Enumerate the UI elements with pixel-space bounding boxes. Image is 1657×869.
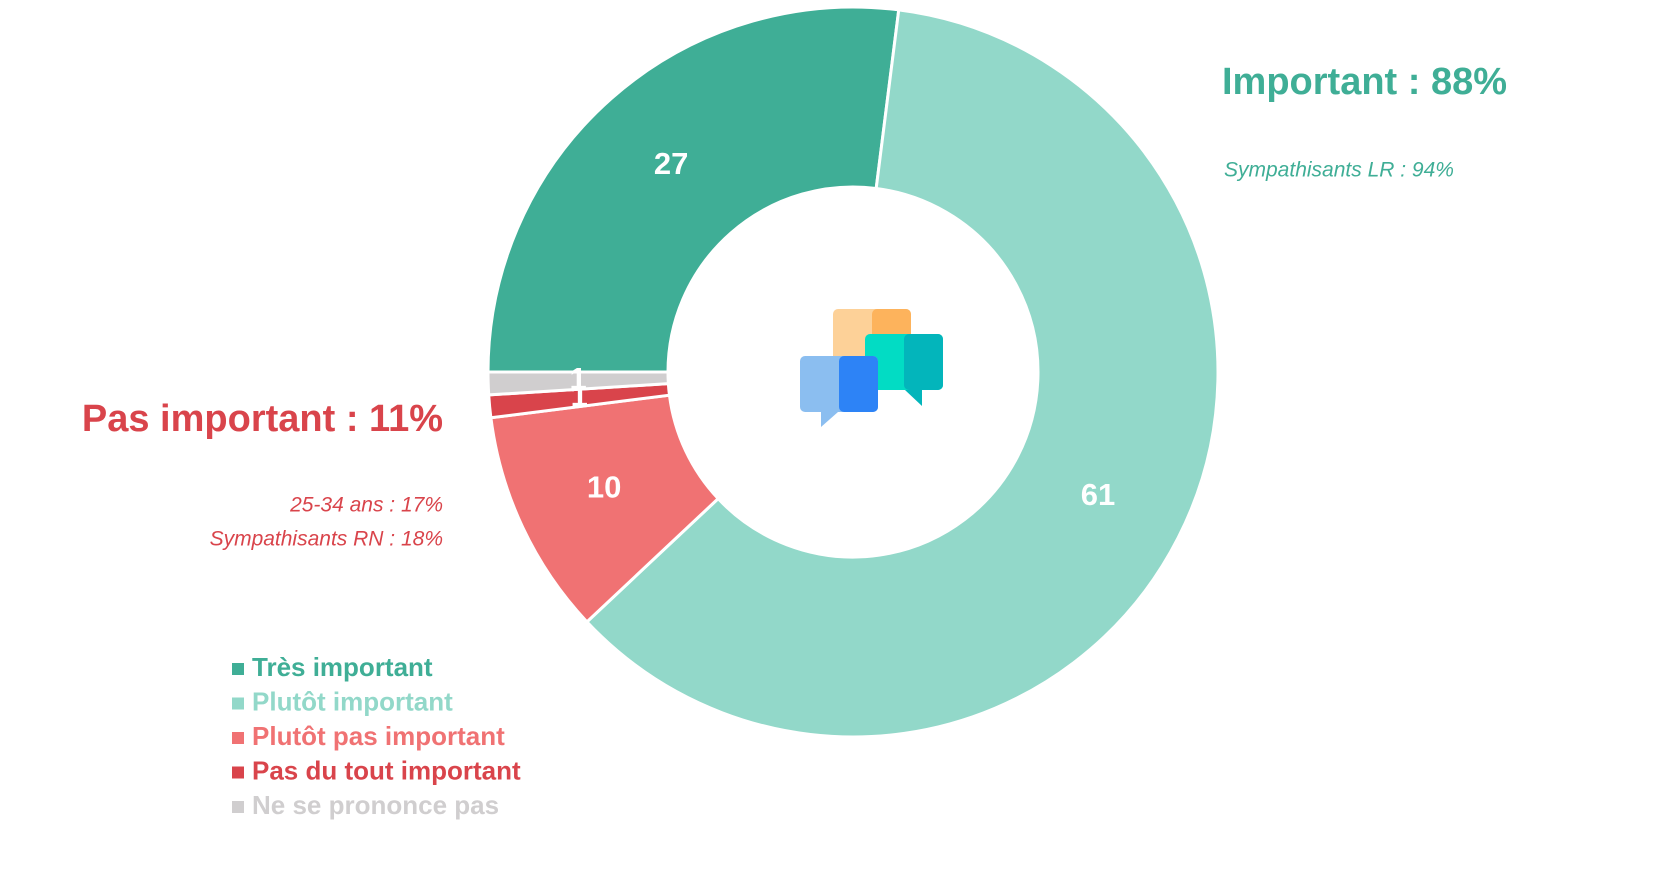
legend-label: Plutôt important <box>252 686 453 716</box>
center-icon <box>800 309 943 427</box>
annotation: Pas important : 11% <box>82 398 443 440</box>
legend-label: Très important <box>252 652 433 682</box>
donut-slice <box>584 8 1220 739</box>
legend-swatch <box>232 697 244 710</box>
legend-label: Ne se prononce pas <box>252 790 499 820</box>
data-label: 1 <box>570 361 587 396</box>
legend-label: Pas du tout important <box>252 755 521 785</box>
legend-label: Plutôt pas important <box>252 721 505 751</box>
legend-swatch <box>232 732 244 744</box>
data-label: 27 <box>654 146 688 181</box>
donut-slice <box>486 5 901 374</box>
donut-slice <box>486 370 670 397</box>
data-label: 10 <box>587 469 621 504</box>
data-label: 61 <box>1081 477 1115 512</box>
legend-swatch <box>232 766 244 779</box>
annotation: Sympathisants RN : 18% <box>210 528 443 551</box>
legend-swatch <box>232 801 244 813</box>
annotation: 25-34 ans : 17% <box>289 494 443 517</box>
legend-swatch <box>232 663 244 675</box>
legend: Très important Plutôt important Plutôt pas… <box>232 652 521 820</box>
annotation: Important : 88% <box>1222 61 1507 103</box>
annotation: Sympathisants LR : 94% <box>1224 159 1454 182</box>
